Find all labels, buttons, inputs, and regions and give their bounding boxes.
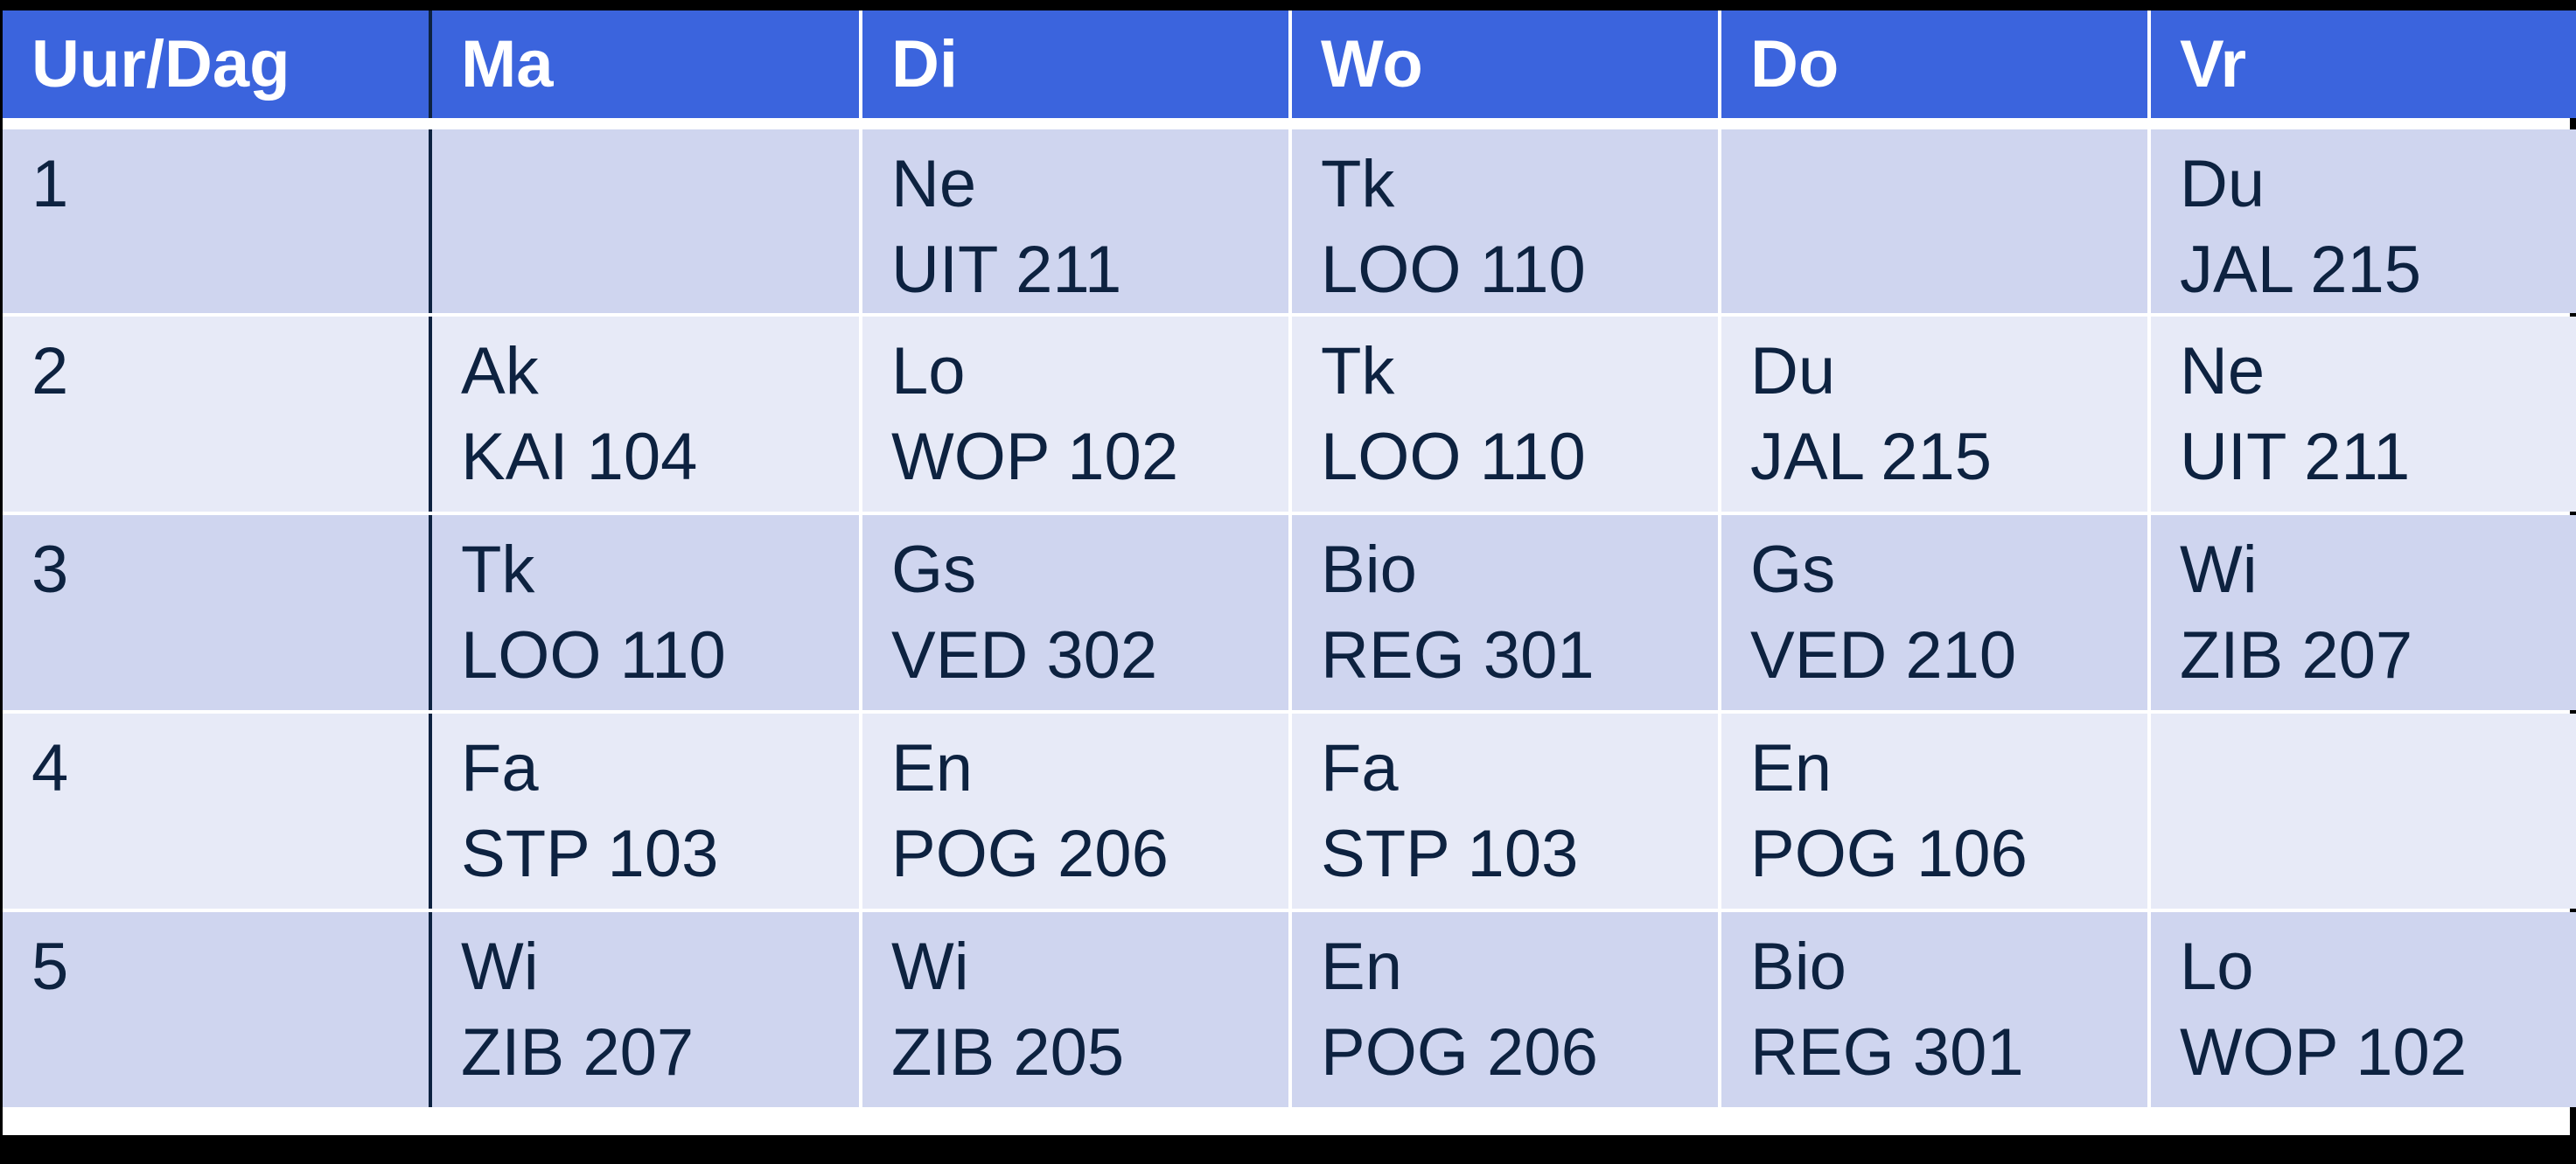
- header-day-vr: Vr: [2151, 10, 2576, 118]
- lesson-subject: Tk: [461, 533, 535, 607]
- lesson-cell: Lo WOP 102: [862, 317, 1288, 512]
- lesson-room: REG 301: [1750, 1015, 2024, 1090]
- lesson-cell: Gs VED 210: [1721, 515, 2147, 710]
- timetable: Uur/Dag Ma Di Wo Do Vr 1 Ne UIT 211 Tk L…: [3, 10, 2576, 1135]
- lesson-cell: Tk LOO 110: [1292, 317, 1718, 512]
- lesson-cell: Tk LOO 110: [432, 515, 859, 710]
- lesson-cell: Bio REG 301: [1292, 515, 1718, 710]
- lesson-subject: Ne: [891, 147, 977, 221]
- lesson-room: POG 206: [891, 817, 1169, 891]
- lesson-room: ZIB 207: [461, 1015, 695, 1090]
- lesson-room: STP 103: [461, 817, 719, 891]
- lesson-subject: Tk: [1321, 334, 1395, 408]
- lesson-subject: Ak: [461, 334, 539, 408]
- hour-cell: 2: [3, 317, 432, 512]
- lesson-room: VED 210: [1750, 618, 2017, 693]
- lesson-cell: [2151, 714, 2576, 909]
- lesson-subject: Wi: [2180, 533, 2258, 607]
- lesson-room: JAL 215: [2180, 233, 2422, 307]
- lesson-subject: Fa: [461, 731, 539, 805]
- lesson-room: KAI 104: [461, 420, 698, 494]
- lesson-cell: En POG 206: [862, 714, 1288, 909]
- lesson-cell: Du JAL 215: [1721, 317, 2147, 512]
- lesson-subject: Bio: [1321, 533, 1417, 607]
- lesson-subject: Lo: [891, 334, 966, 408]
- lesson-subject: Gs: [891, 533, 977, 607]
- lesson-room: JAL 215: [1750, 420, 1993, 494]
- lesson-room: ZIB 207: [2180, 618, 2413, 693]
- lesson-room: WOP 102: [2180, 1015, 2468, 1090]
- lesson-room: POG 206: [1321, 1015, 1598, 1090]
- lesson-subject: Bio: [1750, 930, 1846, 1004]
- lesson-room: LOO 110: [1321, 233, 1586, 307]
- lesson-subject: En: [1750, 731, 1832, 805]
- header-day-do: Do: [1721, 10, 2147, 118]
- lesson-room: UIT 211: [891, 233, 1122, 307]
- lesson-room: LOO 110: [461, 618, 726, 693]
- header-day-wo: Wo: [1292, 10, 1718, 118]
- lesson-subject: Du: [2180, 147, 2265, 221]
- lesson-room: ZIB 205: [891, 1015, 1125, 1090]
- lesson-cell: Ne UIT 211: [2151, 317, 2576, 512]
- lesson-room: POG 106: [1750, 817, 2028, 891]
- lesson-cell: Fa STP 103: [1292, 714, 1718, 909]
- lesson-cell: En POG 106: [1721, 714, 2147, 909]
- lesson-cell: Gs VED 302: [862, 515, 1288, 710]
- lesson-cell: Wi ZIB 207: [2151, 515, 2576, 710]
- lesson-cell: Du JAL 215: [2151, 129, 2576, 313]
- lesson-cell: Bio REG 301: [1721, 912, 2147, 1107]
- lesson-subject: En: [891, 731, 973, 805]
- lesson-cell: [1721, 129, 2147, 313]
- lesson-subject: Du: [1750, 334, 1836, 408]
- hour-cell: 3: [3, 515, 432, 710]
- hour-cell: 4: [3, 714, 432, 909]
- lesson-cell: Ne UIT 211: [862, 129, 1288, 313]
- lesson-subject: Ne: [2180, 334, 2265, 408]
- lesson-cell: [432, 129, 859, 313]
- lesson-cell: Tk LOO 110: [1292, 129, 1718, 313]
- hour-cell: 5: [3, 912, 432, 1107]
- lesson-room: STP 103: [1321, 817, 1579, 891]
- lesson-room: VED 302: [891, 618, 1158, 693]
- lesson-subject: Wi: [891, 930, 969, 1004]
- lesson-room: WOP 102: [891, 420, 1179, 494]
- lesson-room: UIT 211: [2180, 420, 2411, 494]
- lesson-room: REG 301: [1321, 618, 1595, 693]
- lesson-cell: Wi ZIB 207: [432, 912, 859, 1107]
- lesson-cell: Lo WOP 102: [2151, 912, 2576, 1107]
- lesson-subject: En: [1321, 930, 1402, 1004]
- lesson-room: LOO 110: [1321, 420, 1586, 494]
- lesson-cell: Fa STP 103: [432, 714, 859, 909]
- header-day-ma: Ma: [432, 10, 859, 118]
- lesson-subject: Fa: [1321, 731, 1399, 805]
- header-day-di: Di: [862, 10, 1288, 118]
- lesson-cell: Ak KAI 104: [432, 317, 859, 512]
- lesson-subject: Gs: [1750, 533, 1836, 607]
- lesson-subject: Wi: [461, 930, 539, 1004]
- lesson-cell: Wi ZIB 205: [862, 912, 1288, 1107]
- lesson-subject: Lo: [2180, 930, 2254, 1004]
- header-corner-cell: Uur/Dag: [3, 10, 432, 118]
- lesson-subject: Tk: [1321, 147, 1395, 221]
- hour-cell: 1: [3, 129, 432, 313]
- lesson-cell: En POG 206: [1292, 912, 1718, 1107]
